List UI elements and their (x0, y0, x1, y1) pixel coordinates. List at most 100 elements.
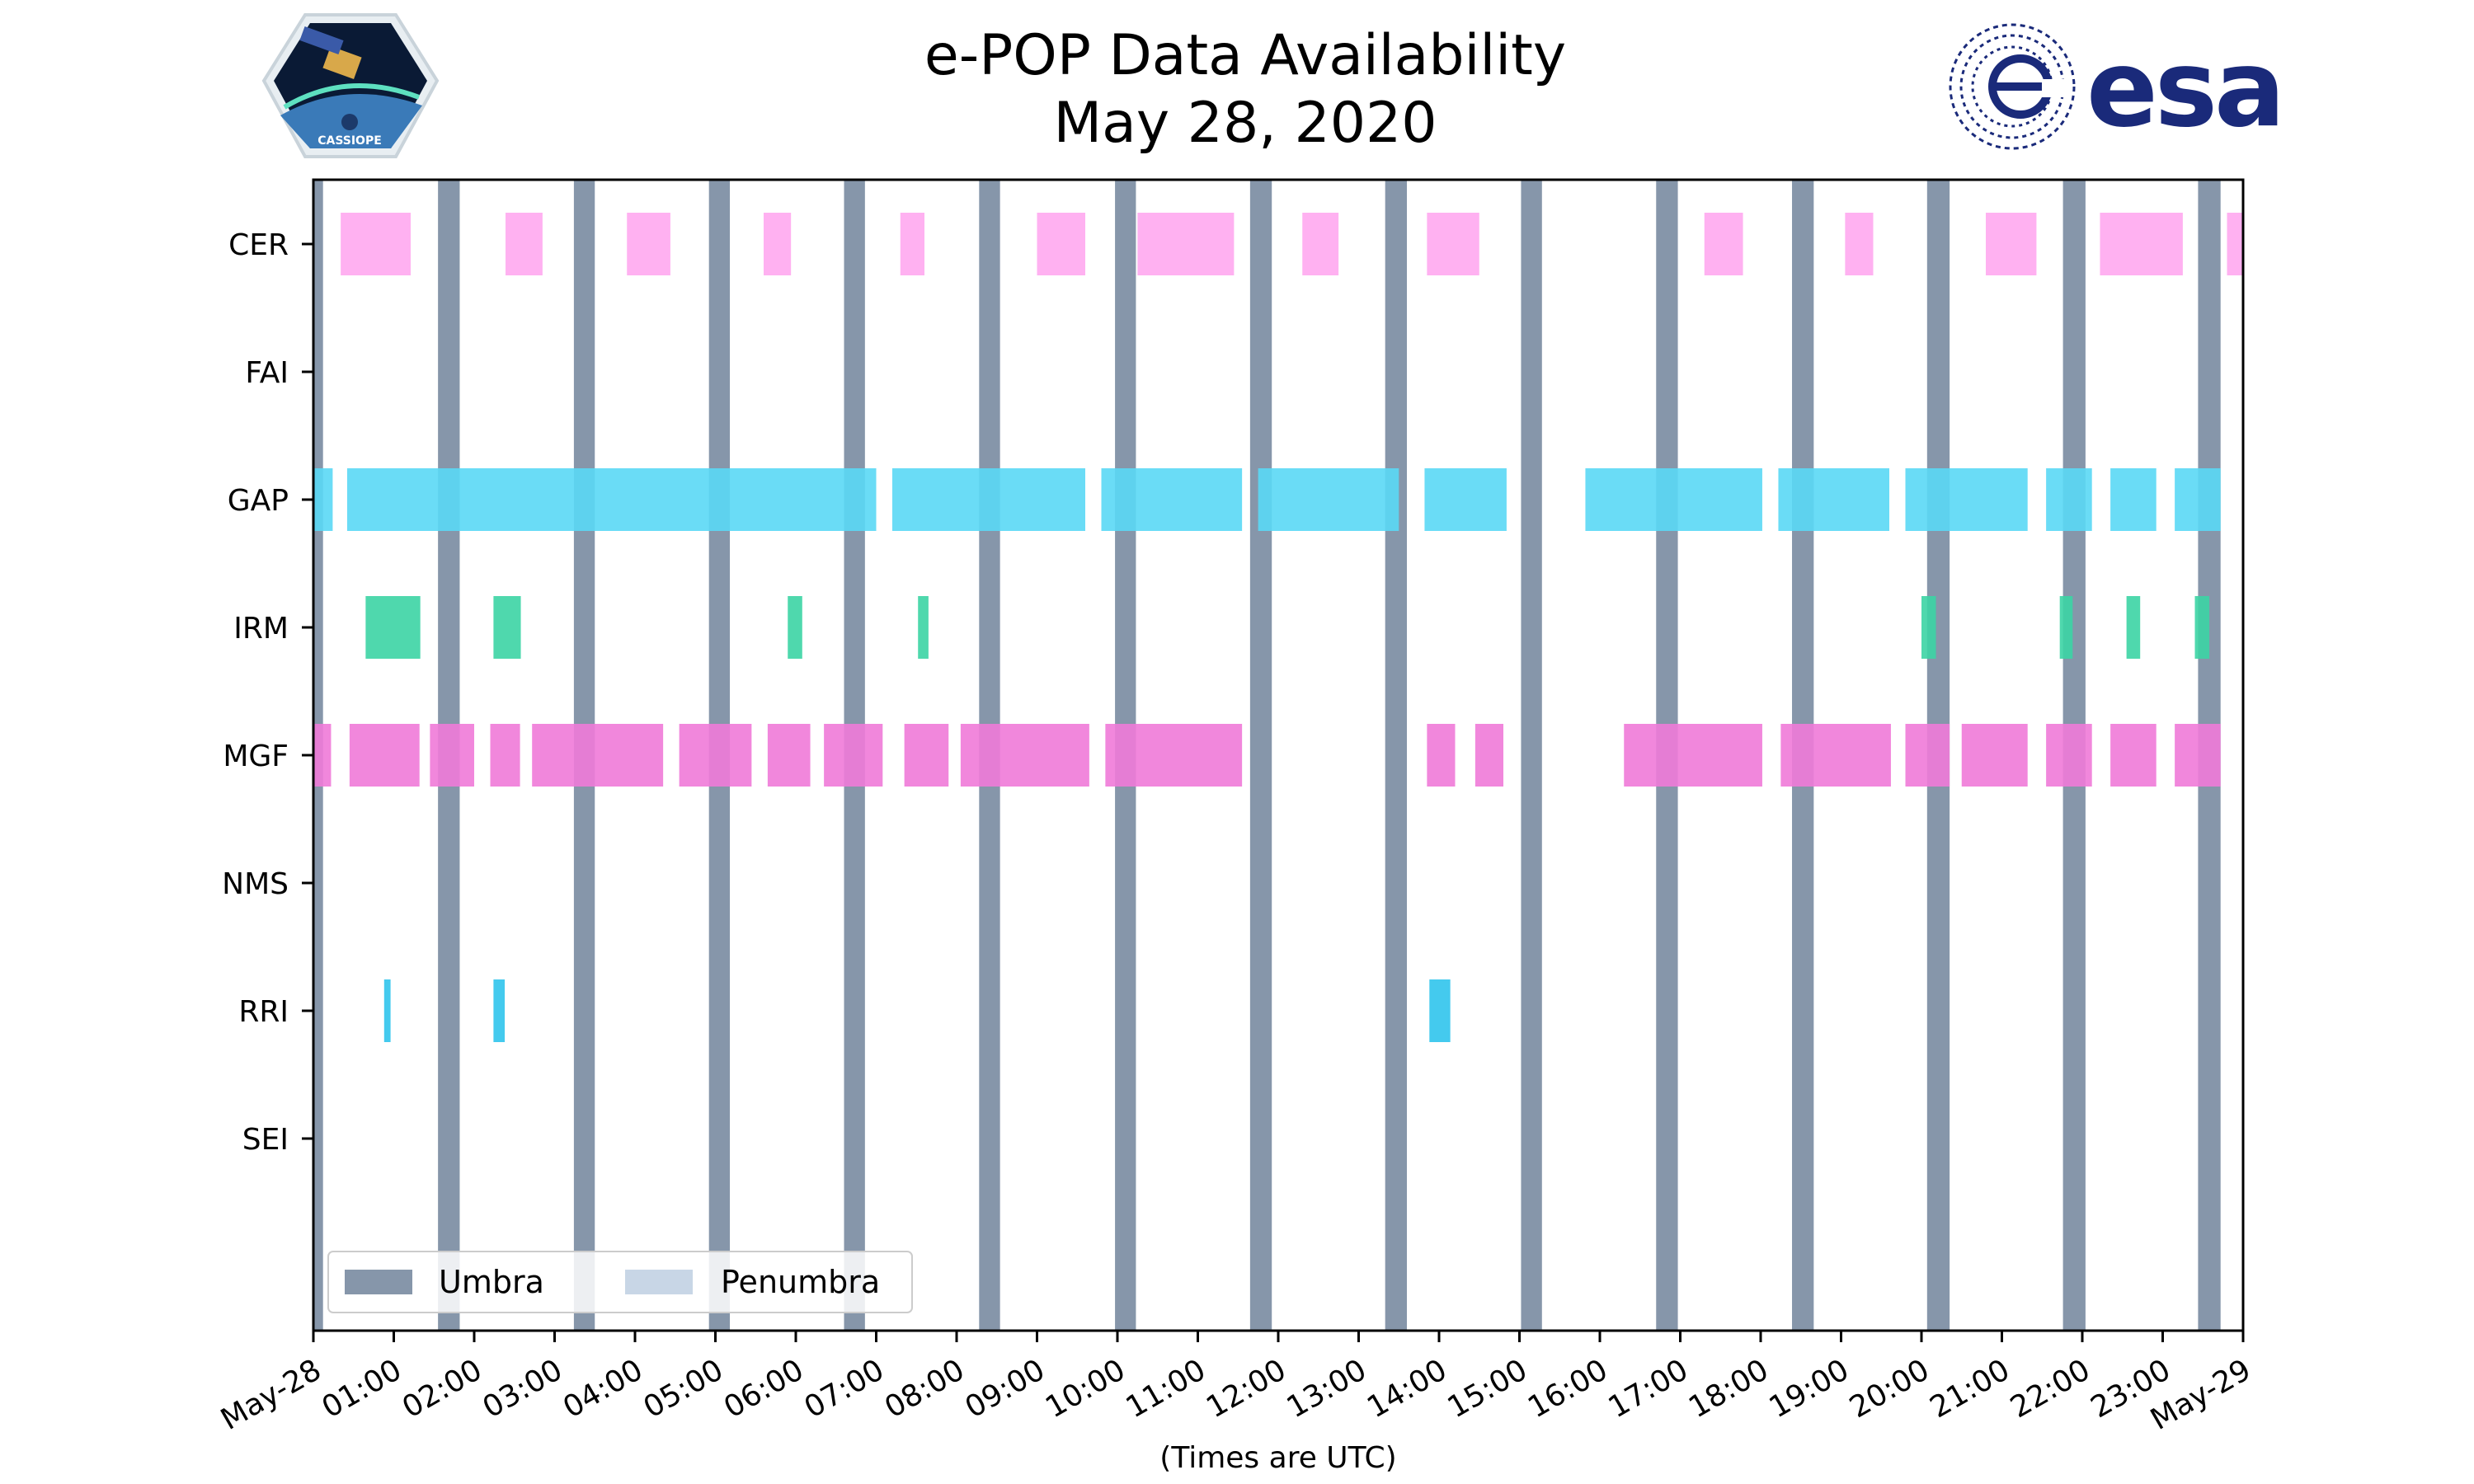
bar-gap-6 (1585, 468, 1762, 531)
umbra-bands (313, 180, 2221, 1331)
bar-mgf-3 (490, 724, 520, 787)
x-tick-label-4: 04:00 (557, 1353, 648, 1425)
bar-irm-2 (788, 596, 802, 659)
x-tick-label-18: 18:00 (1683, 1353, 1774, 1425)
bar-gap-8 (1905, 468, 2028, 531)
bar-irm-3 (918, 596, 929, 659)
y-axis: CER FAI GAP IRM MGF NMS RRI SEI (222, 228, 313, 1157)
chart-subtitle: May 28, 2020 (1053, 91, 1437, 156)
y-tick-label-gap: GAP (228, 484, 289, 518)
x-tick-label-9: 09:00 (960, 1353, 1051, 1425)
legend-penumbra-label: Penumbra (721, 1264, 880, 1300)
bar-mgf-11 (1427, 724, 1456, 787)
x-tick-label-12: 12:00 (1201, 1353, 1291, 1425)
umbra-band-9 (1521, 180, 1542, 1331)
bar-mgf-19 (2175, 724, 2221, 787)
bar-mgf-2 (430, 724, 474, 787)
bar-mgf-9 (960, 724, 1089, 787)
x-tick-label-21: 21:00 (1925, 1353, 2015, 1425)
esa-logo: esa (1949, 23, 2285, 151)
bar-mgf-7 (824, 724, 883, 787)
bar-rri-1 (493, 979, 506, 1042)
y-tick-label-sei: SEI (242, 1123, 289, 1157)
bar-gap-10 (2110, 468, 2157, 531)
bar-mgf-16 (1961, 724, 2028, 787)
bar-mgf-14 (1780, 724, 1891, 787)
bar-cer-0 (341, 213, 411, 275)
x-tick-label-10: 10:00 (1040, 1353, 1131, 1425)
bar-mgf-15 (1905, 724, 1950, 787)
instrument-bars (313, 213, 2243, 1042)
x-tick-label-17: 17:00 (1603, 1353, 1694, 1425)
legend: Umbra Penumbra (327, 1251, 913, 1313)
x-tick-label-11: 11:00 (1121, 1353, 1211, 1425)
bar-gap-0 (313, 468, 333, 531)
legend-box (327, 1251, 913, 1313)
bar-gap-7 (1778, 468, 1889, 531)
y-tick-label-fai: FAI (245, 356, 289, 390)
bar-irm-4 (1921, 596, 1936, 659)
bar-cer-6 (1137, 213, 1235, 275)
x-tick-label-13: 13:00 (1282, 1353, 1372, 1425)
x-tick-label-1: 01:00 (317, 1353, 407, 1425)
bar-gap-9 (2046, 468, 2092, 531)
x-tick-label-6: 06:00 (718, 1353, 809, 1425)
bar-cer-2 (627, 213, 670, 275)
bar-irm-7 (2194, 596, 2210, 659)
x-tick-label-14: 14:00 (1362, 1353, 1452, 1425)
cassiope-logo: CASSIOPE (261, 13, 440, 158)
y-tick-label-nms: NMS (222, 867, 289, 901)
umbra-band-7 (1249, 180, 1272, 1331)
bar-irm-5 (2059, 596, 2073, 659)
x-tick-label-22: 22:00 (2005, 1353, 2095, 1425)
bar-mgf-18 (2110, 724, 2157, 787)
bar-cer-11 (1986, 213, 2037, 275)
x-axis: May-2801:0002:0003:0004:0005:0006:0007:0… (215, 1331, 2257, 1437)
bar-cer-9 (1704, 213, 1743, 275)
bar-gap-4 (1258, 468, 1399, 531)
x-tick-label-7: 07:00 (799, 1353, 890, 1425)
bar-cer-5 (1037, 213, 1085, 275)
x-tick-label-2: 02:00 (397, 1353, 487, 1425)
cassiope-logo-text: CASSIOPE (317, 134, 382, 148)
x-tick-label-3: 03:00 (477, 1353, 568, 1425)
chart-title: e-POP Data Availability (924, 23, 1566, 88)
bar-mgf-5 (679, 724, 752, 787)
bar-gap-2 (892, 468, 1085, 531)
esa-logo-text: esa (2086, 28, 2282, 151)
bar-mgf-0 (313, 724, 332, 787)
y-tick-label-mgf: MGF (223, 740, 289, 773)
bar-irm-1 (493, 596, 521, 659)
bar-cer-3 (764, 213, 792, 275)
bar-rri-2 (1429, 979, 1451, 1042)
x-tick-label-15: 15:00 (1442, 1353, 1533, 1425)
x-tick-label-0: May-28 (215, 1353, 327, 1437)
bar-mgf-12 (1475, 724, 1503, 787)
x-tick-label-20: 20:00 (1844, 1353, 1935, 1425)
legend-penumbra-swatch (625, 1270, 693, 1294)
bar-rri-0 (383, 979, 391, 1042)
y-tick-label-rri: RRI (238, 995, 289, 1029)
umbra-band-8 (1385, 180, 1407, 1331)
bar-gap-5 (1424, 468, 1507, 531)
bar-cer-8 (1427, 213, 1479, 275)
bar-mgf-8 (904, 724, 949, 787)
bar-cer-13 (2227, 213, 2243, 275)
bar-mgf-4 (532, 724, 664, 787)
x-tick-label-19: 19:00 (1764, 1353, 1855, 1425)
bar-cer-10 (1845, 213, 1874, 275)
bar-mgf-6 (767, 724, 811, 787)
bar-mgf-13 (1624, 724, 1762, 787)
bar-gap-3 (1101, 468, 1243, 531)
bar-mgf-10 (1105, 724, 1243, 787)
bar-mgf-1 (349, 724, 420, 787)
bar-irm-6 (2126, 596, 2141, 659)
bar-gap-1 (346, 468, 877, 531)
legend-umbra-swatch (345, 1270, 412, 1294)
legend-umbra-label: Umbra (439, 1264, 544, 1300)
y-tick-label-cer: CER (228, 228, 289, 262)
x-axis-label: (Times are UTC) (1159, 1441, 1396, 1475)
bar-irm-0 (365, 596, 421, 659)
bar-gap-11 (2175, 468, 2221, 531)
